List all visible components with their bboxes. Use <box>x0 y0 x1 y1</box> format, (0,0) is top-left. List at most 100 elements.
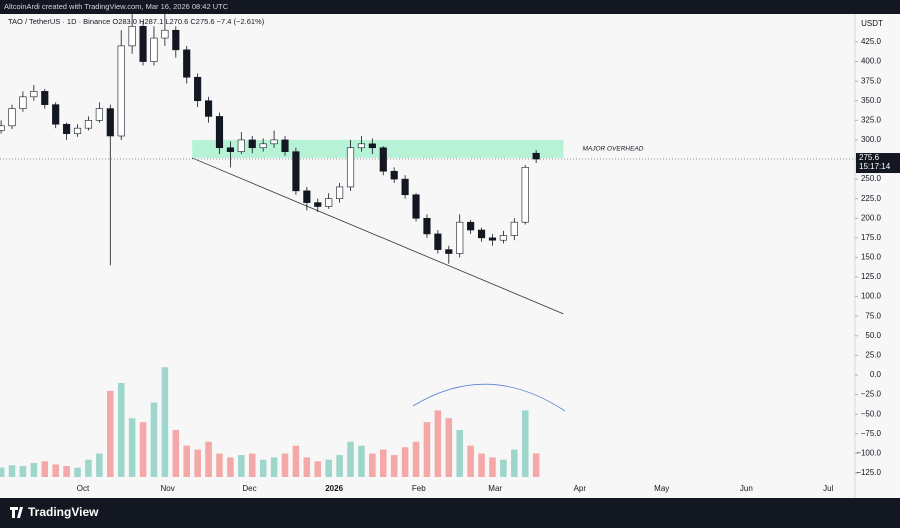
volume-bar <box>270 457 278 477</box>
candle-body <box>467 221 475 231</box>
volume-bar <box>150 402 158 477</box>
logo-icon <box>10 507 23 518</box>
candle-body <box>204 100 213 117</box>
candle-body <box>172 29 180 51</box>
candle-body <box>510 221 518 236</box>
volume-bar <box>532 453 540 477</box>
volume-bar <box>467 445 474 477</box>
y-tick-label: 125.0 <box>861 272 882 281</box>
volume-bar <box>96 453 103 477</box>
volume-bar <box>8 465 16 477</box>
y-tick-label: 400.0 <box>861 57 882 66</box>
y-tick-label: −75.0 <box>861 429 882 438</box>
volume-bar <box>521 410 529 477</box>
volume-bar <box>390 455 398 477</box>
zone-label: MAJOR OVERHEAD <box>582 146 643 153</box>
volume-bar <box>500 459 507 477</box>
y-tick-label: 325.0 <box>861 115 882 124</box>
y-tick-label: −100.0 <box>856 448 881 457</box>
x-tick-label: Oct <box>77 484 90 493</box>
volume-bar <box>161 367 169 477</box>
volume-bar <box>336 455 343 477</box>
y-tick-label: 225.0 <box>861 194 882 203</box>
volume-bar <box>227 457 234 477</box>
y-tick-label: 175.0 <box>861 233 882 242</box>
x-tick-label: Jun <box>740 484 753 493</box>
candle-body <box>139 26 147 62</box>
volume-bar <box>292 445 300 477</box>
volume-bar <box>445 418 453 477</box>
volume-bar <box>117 382 125 477</box>
candle-body <box>488 237 497 241</box>
volume-bar <box>74 467 81 477</box>
candle-body <box>52 104 60 125</box>
last-price-tag <box>856 153 900 174</box>
x-tick-label: Dec <box>242 484 256 493</box>
x-tick-label: Mar <box>488 484 502 493</box>
candle-body <box>412 194 420 219</box>
candle-body <box>95 108 103 121</box>
candle-body <box>314 202 322 207</box>
y-tick-label: −25.0 <box>861 390 882 399</box>
x-tick-label: Nov <box>160 484 174 493</box>
ohlc-change: −7.4 (−2.61%) <box>217 17 265 26</box>
candle-body <box>259 143 267 149</box>
candle-body <box>106 108 114 137</box>
attribution: AltcoinArdi created with TradingView.com… <box>4 2 229 11</box>
volume-bar <box>303 457 311 477</box>
y-tick-label: 100.0 <box>861 292 882 301</box>
candle-body <box>292 151 300 192</box>
y-tick-label: 50.0 <box>865 331 881 340</box>
y-tick-label: 250.0 <box>861 174 882 183</box>
volume-bar <box>456 429 463 477</box>
x-tick-label: Jul <box>823 484 833 493</box>
volume-bar <box>401 447 409 477</box>
y-tick-label: 300.0 <box>861 135 882 144</box>
candle-body <box>303 190 311 203</box>
y-tick-label: 150.0 <box>861 253 882 262</box>
volume-bar <box>194 449 201 477</box>
ohlc-close: C275.6 <box>190 17 214 26</box>
symbol: TAO / TetherUS · 1D · Binance <box>8 17 110 26</box>
candle-body <box>128 26 136 47</box>
candle-body <box>390 170 398 180</box>
volume-bar <box>281 453 289 477</box>
candle-body <box>84 120 93 129</box>
volume-bar <box>139 422 147 477</box>
symbol-line: TAO / TetherUS · 1D · Binance O283.0 H28… <box>8 17 265 26</box>
volume-arc <box>412 383 566 412</box>
candle-body <box>183 49 191 78</box>
overhead-zone <box>192 139 564 158</box>
volume-bar <box>238 455 245 477</box>
volume-bar <box>412 441 420 477</box>
x-tick-label: Apr <box>574 484 587 493</box>
volume-bar <box>63 466 70 477</box>
currency: USDT <box>861 19 883 28</box>
candle-body <box>73 127 82 134</box>
volume-bar <box>41 461 49 477</box>
candle-body <box>379 147 387 172</box>
ohlc-low: L270.6 <box>165 17 188 26</box>
volume-bar <box>172 429 180 477</box>
x-tick-label: 2026 <box>325 484 343 493</box>
volume-bar <box>478 453 485 477</box>
candle-body <box>237 139 245 152</box>
volume-bar <box>183 445 190 477</box>
candle-body <box>445 249 453 254</box>
candle-body <box>357 143 366 149</box>
candle-body <box>368 143 376 149</box>
volume-bar <box>259 459 267 477</box>
y-tick-label: 0.0 <box>870 370 882 379</box>
volume-bar <box>85 459 92 477</box>
volume-bar <box>347 441 354 477</box>
candle-body <box>434 233 442 250</box>
candle-body <box>150 37 158 62</box>
candle-body <box>0 125 5 131</box>
candle-body <box>63 123 71 134</box>
ohlc-high: H287.1 <box>139 17 163 26</box>
volume-bar <box>314 461 322 477</box>
trendline <box>192 157 564 315</box>
volume-bar <box>380 449 387 477</box>
